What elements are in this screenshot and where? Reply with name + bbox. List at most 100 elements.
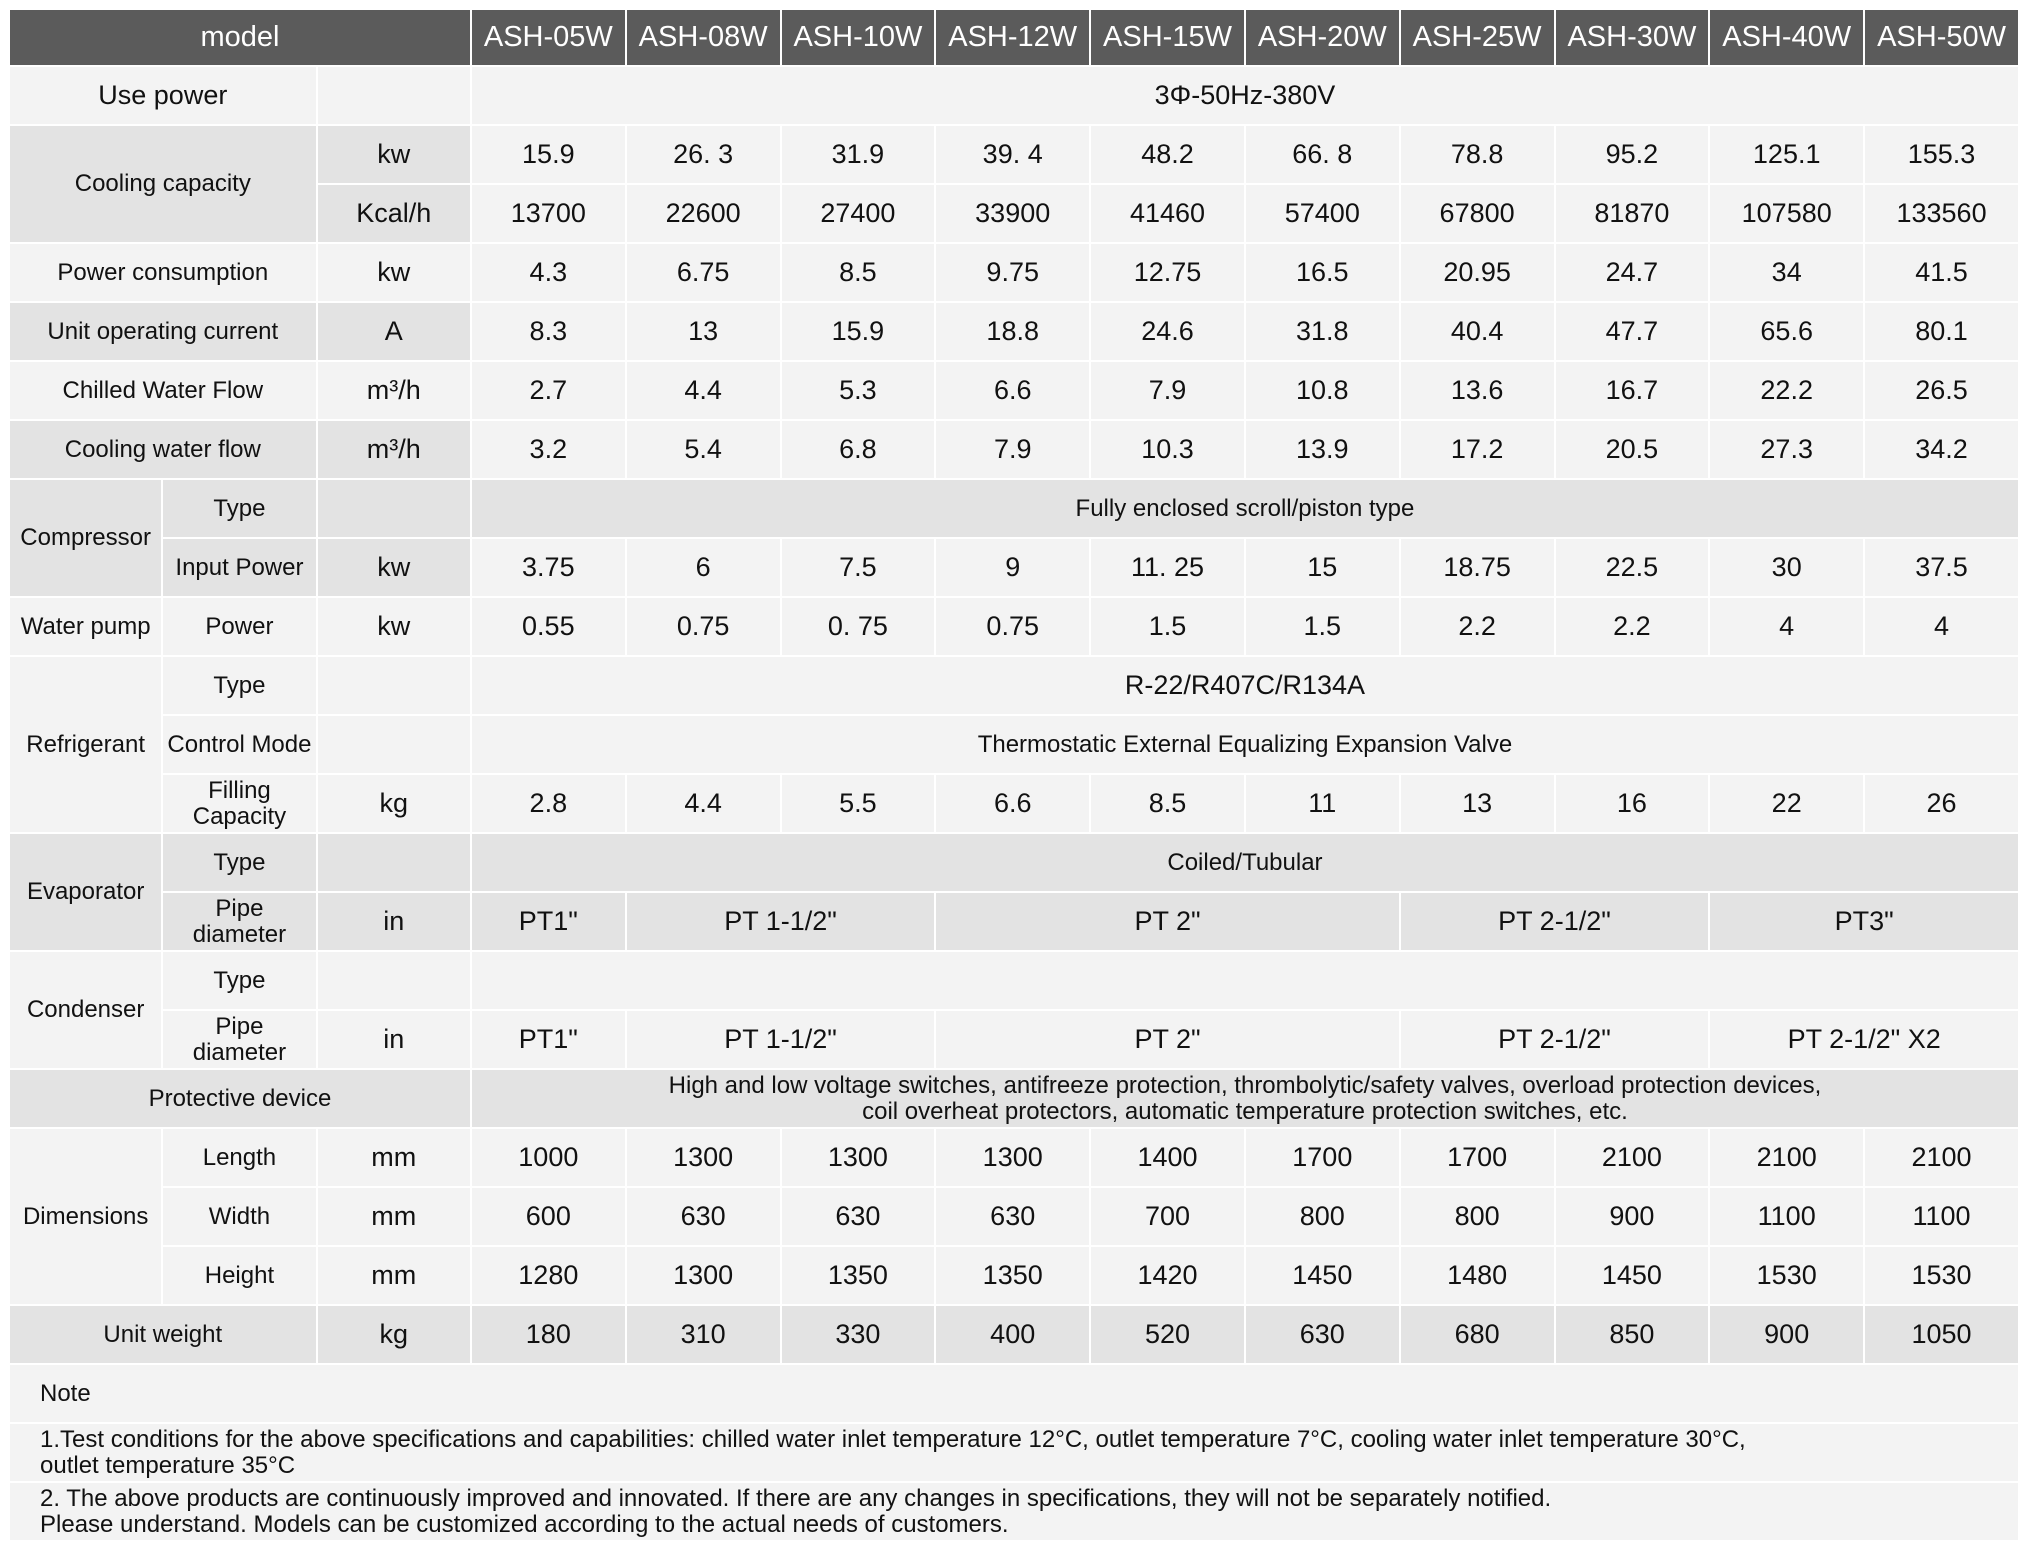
table-cell: 1100 bbox=[1710, 1188, 1864, 1245]
table-cell: Chilled Water Flow bbox=[10, 362, 316, 419]
table-cell: 17.2 bbox=[1400, 421, 1554, 478]
table-cell: 330 bbox=[781, 1306, 935, 1363]
table-cell: 26 bbox=[1865, 775, 2018, 832]
table-cell: 4 bbox=[1710, 598, 1864, 655]
table-cell bbox=[317, 834, 470, 891]
table-cell: 47.7 bbox=[1555, 303, 1709, 360]
table-cell: 630 bbox=[1245, 1306, 1399, 1363]
table-cell: Power bbox=[163, 598, 316, 655]
table-cell: 6.6 bbox=[936, 775, 1090, 832]
table-cell: 1300 bbox=[626, 1129, 780, 1186]
table-cell: Evaporator bbox=[10, 834, 162, 950]
table-cell: Input Power bbox=[163, 539, 316, 596]
table-cell: 1480 bbox=[1400, 1247, 1554, 1304]
table-cell: 520 bbox=[1091, 1306, 1244, 1363]
table-cell: 630 bbox=[936, 1188, 1090, 1245]
table-cell: R-22/R407C/R134A bbox=[471, 657, 2018, 714]
table-row: Pipe diameter in PT1" PT 1-1/2" PT 2" PT 2-1/… bbox=[10, 893, 2018, 950]
table-cell: 2100 bbox=[1710, 1129, 1864, 1186]
table-cell: 1700 bbox=[1400, 1129, 1554, 1186]
table-row: Use power 3Φ-50Hz-380V bbox=[10, 67, 2018, 124]
table-cell: 18.75 bbox=[1400, 539, 1554, 596]
table-cell: Type bbox=[163, 952, 316, 1009]
table-cell: 630 bbox=[626, 1188, 780, 1245]
table-row: Compressor Type Fully enclosed scroll/pist… bbox=[10, 480, 2018, 596]
table-cell: PT 2-1/2" bbox=[1400, 1011, 1709, 1068]
table-cell: 600 bbox=[471, 1188, 625, 1245]
table-row: Pipe diameter in PT1" PT 1-1/2" PT 2" PT 2-1/… bbox=[10, 1011, 2018, 1068]
table-cell: PT1" bbox=[471, 1011, 625, 1068]
table-cell: 1530 bbox=[1865, 1247, 2018, 1304]
table-cell: Unit weight bbox=[10, 1306, 316, 1363]
table-cell: 107580 bbox=[1710, 185, 1864, 242]
header-cell: ASH-30W bbox=[1555, 10, 1709, 65]
table-cell: 1300 bbox=[781, 1129, 935, 1186]
table-cell: 95.2 bbox=[1555, 126, 1709, 183]
table-cell: 7.9 bbox=[936, 421, 1090, 478]
table-cell: 1.5 bbox=[1245, 598, 1399, 655]
table-cell: 12.75 bbox=[1091, 244, 1244, 301]
table-cell: 1400 bbox=[1091, 1129, 1244, 1186]
table-cell: 6.75 bbox=[626, 244, 780, 301]
header-cell: ASH-25W bbox=[1400, 10, 1554, 65]
table-cell: 26.5 bbox=[1865, 362, 2018, 419]
table-cell: 4.3 bbox=[471, 244, 625, 301]
text-line: coil overheat protectors, automatic temp… bbox=[862, 1097, 1628, 1125]
table-cell: 48.2 bbox=[1091, 126, 1244, 183]
table-cell: Water pump bbox=[10, 598, 162, 655]
table-cell: 0.75 bbox=[936, 598, 1090, 655]
table-row: Water pump Power kw 0.55 0.75 0. 75 0.75 1.5 1.5… bbox=[10, 598, 2018, 655]
table-cell: 4 bbox=[1865, 598, 2018, 655]
table-cell: in bbox=[317, 893, 470, 950]
table-cell: 7.5 bbox=[781, 539, 935, 596]
table-cell: PT 2-1/2" X2 bbox=[1710, 1011, 2018, 1068]
table-cell: 31.9 bbox=[781, 126, 935, 183]
table-cell: 10.3 bbox=[1091, 421, 1244, 478]
table-cell: 8.5 bbox=[781, 244, 935, 301]
table-cell: 16.7 bbox=[1555, 362, 1709, 419]
table-row: Input Power kw 3.75 6 7.5 9 11. 25 15 18.75 22.5 3… bbox=[10, 539, 2018, 596]
table-cell: Fully enclosed scroll/piston type bbox=[471, 480, 2018, 537]
table-row: Condenser Type bbox=[10, 952, 2018, 1068]
table-cell: 700 bbox=[1091, 1188, 1244, 1245]
table-cell: 5.3 bbox=[781, 362, 935, 419]
table-cell: 1000 bbox=[471, 1129, 625, 1186]
table-cell: 11 bbox=[1245, 775, 1399, 832]
table-cell: 26. 3 bbox=[626, 126, 780, 183]
table-cell: A bbox=[317, 303, 470, 360]
table-row: Note bbox=[10, 1365, 2018, 1422]
table-cell: 1420 bbox=[1091, 1247, 1244, 1304]
table-cell: 78.8 bbox=[1400, 126, 1554, 183]
header-cell: model bbox=[10, 10, 470, 65]
table-cell: 2.2 bbox=[1400, 598, 1554, 655]
text-line: Please understand. Models can be customi… bbox=[40, 1510, 1009, 1538]
table-cell: Kcal/h bbox=[317, 185, 470, 242]
table-cell: in bbox=[317, 1011, 470, 1068]
table-cell bbox=[317, 67, 470, 124]
table-cell: kw bbox=[317, 126, 470, 183]
header-cell: ASH-05W bbox=[471, 10, 625, 65]
table-cell: 2.8 bbox=[471, 775, 625, 832]
table-cell: Unit operating current bbox=[10, 303, 316, 360]
table-row: 1.Test conditions for the above specific… bbox=[10, 1424, 2018, 1481]
table-cell: 11. 25 bbox=[1091, 539, 1244, 596]
table-cell: 22600 bbox=[626, 185, 780, 242]
table-row: Unit weight kg 180 310 330 400 520 630 680 850 900… bbox=[10, 1306, 2018, 1363]
table-cell: 155.3 bbox=[1865, 126, 2018, 183]
table-cell: 1050 bbox=[1865, 1306, 2018, 1363]
table-cell: kw bbox=[317, 598, 470, 655]
table-cell: 22.2 bbox=[1710, 362, 1864, 419]
table-row: Width mm 600 630 630 630 700 800 800 900 1100 1100 bbox=[10, 1188, 2018, 1245]
table-cell: High and low voltage switches, antifreez… bbox=[471, 1070, 2018, 1127]
table-row: Cooling water flow m³/h 3.2 5.4 6.8 7.9 10.3 13… bbox=[10, 421, 2018, 478]
table-cell: 5.4 bbox=[626, 421, 780, 478]
table-cell: 24.7 bbox=[1555, 244, 1709, 301]
table-cell: 8.5 bbox=[1091, 775, 1244, 832]
table-cell: Dimensions bbox=[10, 1129, 162, 1304]
table-cell: 3.2 bbox=[471, 421, 625, 478]
table-cell: 37.5 bbox=[1865, 539, 2018, 596]
table-row: Cooling capacity kw 15.9 26. 3 31.9 39. 4 48.2… bbox=[10, 126, 2018, 242]
table-cell: 15 bbox=[1245, 539, 1399, 596]
table-cell: 900 bbox=[1555, 1188, 1709, 1245]
table-cell: 3.75 bbox=[471, 539, 625, 596]
